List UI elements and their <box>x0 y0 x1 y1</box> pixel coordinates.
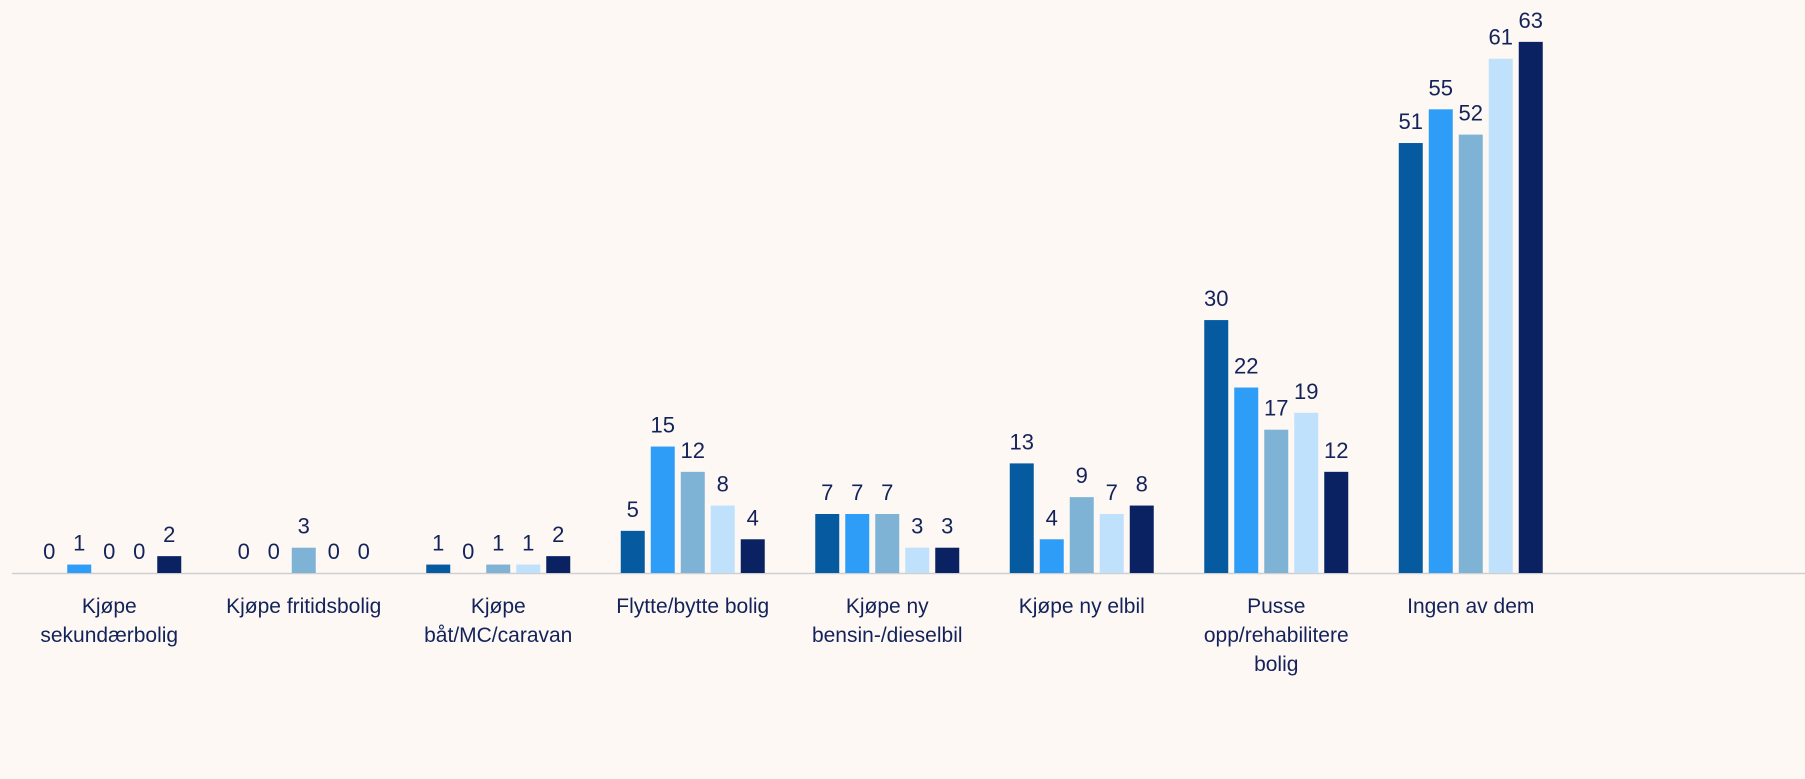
value-label: 3 <box>941 514 953 539</box>
bar <box>1009 463 1034 573</box>
value-label: 9 <box>1076 463 1088 488</box>
value-label: 0 <box>268 539 280 564</box>
value-label: 0 <box>133 539 145 564</box>
bar <box>650 446 675 573</box>
value-label: 3 <box>911 514 923 539</box>
value-label: 7 <box>821 480 833 505</box>
value-label: 4 <box>747 505 759 530</box>
bar <box>1294 412 1319 573</box>
bar <box>1069 497 1094 573</box>
value-label: 55 <box>1429 75 1453 100</box>
value-label: 19 <box>1294 379 1318 404</box>
value-label: 12 <box>1324 438 1348 463</box>
bar <box>157 556 182 573</box>
bar <box>620 530 645 573</box>
value-label: 0 <box>103 539 115 564</box>
x-tick-label: Kjøpe båt/MC/caravan <box>424 595 573 647</box>
value-label: 0 <box>43 539 55 564</box>
bar <box>1099 513 1124 573</box>
bar <box>546 556 571 573</box>
bar <box>1129 505 1154 573</box>
value-label: 17 <box>1264 396 1288 421</box>
value-label: 1 <box>492 531 504 556</box>
value-label: 1 <box>73 531 85 556</box>
bar <box>1428 109 1453 574</box>
bar <box>905 547 930 573</box>
bar <box>1324 471 1349 573</box>
value-label: 3 <box>298 514 310 539</box>
value-label: 1 <box>522 531 534 556</box>
bar <box>486 564 511 573</box>
value-label: 1 <box>432 531 444 556</box>
bar <box>1264 429 1289 573</box>
x-tick-label: Kjøpe ny elbil <box>1018 595 1145 618</box>
value-label: 0 <box>462 539 474 564</box>
x-tick-label: Kjøpe sekundærbolig <box>40 595 179 647</box>
value-label: 22 <box>1234 354 1258 379</box>
x-tick-label: Pusse opp/rehabilitere bolig <box>1203 595 1349 676</box>
bar <box>935 547 960 573</box>
bar <box>740 539 765 573</box>
value-label: 13 <box>1010 429 1034 454</box>
bar <box>426 564 451 573</box>
value-label: 8 <box>717 472 729 497</box>
bar <box>875 513 900 573</box>
x-tick-label: Kjøpe ny bensin-/dieselbil <box>811 595 963 647</box>
x-tick-label: Flytte/bytte bolig <box>616 595 770 618</box>
bar <box>845 513 870 573</box>
value-label: 51 <box>1399 109 1423 134</box>
value-label: 12 <box>681 438 705 463</box>
value-label: 0 <box>358 539 370 564</box>
value-label: 2 <box>163 522 175 547</box>
x-tick-label: Kjøpe fritidsbolig <box>226 595 382 618</box>
value-label: 5 <box>627 497 639 522</box>
bar <box>1234 387 1259 573</box>
value-label: 4 <box>1046 505 1058 530</box>
bar <box>67 564 92 573</box>
value-label: 8 <box>1136 472 1148 497</box>
bar <box>710 505 735 573</box>
bar <box>680 471 705 573</box>
bar <box>1204 320 1229 573</box>
value-label: 15 <box>651 413 675 438</box>
x-tick-label: Ingen av dem <box>1407 595 1535 618</box>
bar <box>516 564 541 573</box>
value-label: 2 <box>552 522 564 547</box>
bar <box>1398 143 1423 573</box>
value-label: 0 <box>328 539 340 564</box>
value-label: 7 <box>851 480 863 505</box>
value-label: 7 <box>1106 480 1118 505</box>
bar <box>1518 41 1543 574</box>
bar <box>815 513 840 573</box>
value-label: 7 <box>881 480 893 505</box>
value-label: 61 <box>1489 25 1513 50</box>
bar <box>1039 539 1064 573</box>
value-label: 30 <box>1204 286 1228 311</box>
value-label: 63 <box>1519 8 1543 33</box>
bar <box>291 547 316 573</box>
bar <box>1488 58 1513 573</box>
bar <box>1458 134 1483 573</box>
value-label: 52 <box>1459 101 1483 126</box>
value-label: 0 <box>238 539 250 564</box>
